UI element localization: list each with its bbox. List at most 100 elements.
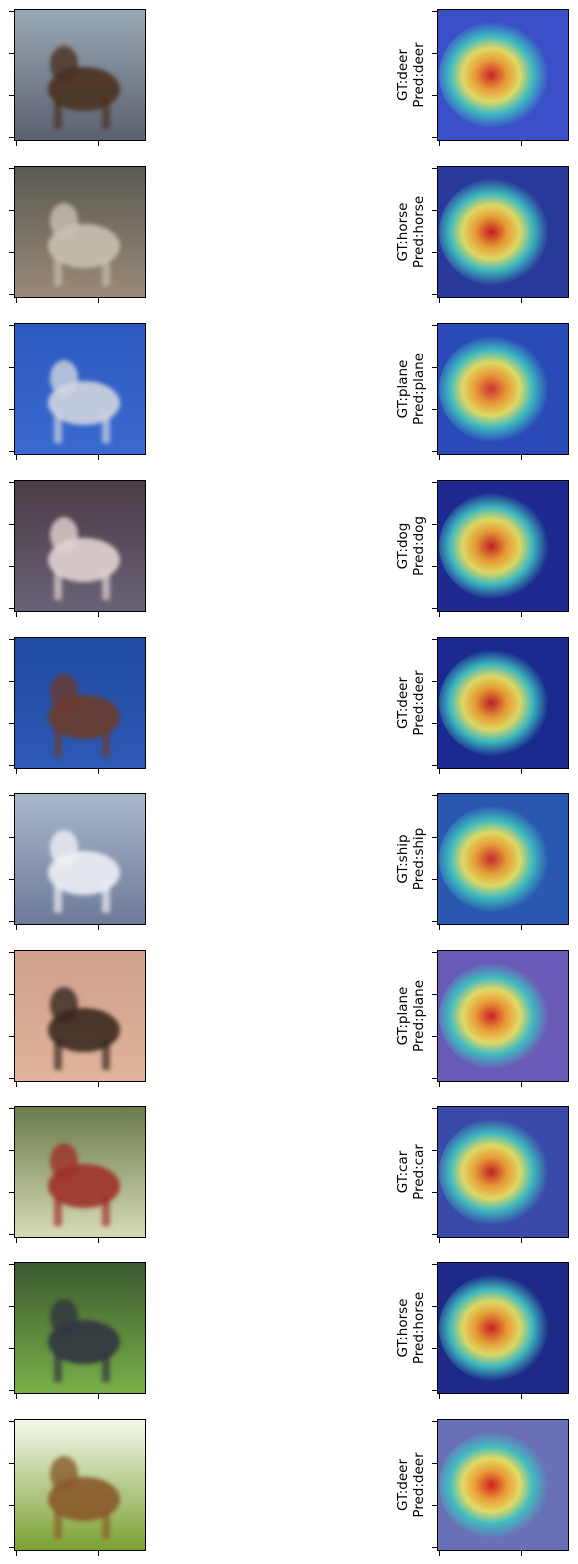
- y-tick: [9, 639, 14, 640]
- heatmap-image: [437, 323, 569, 455]
- ground-truth-label: GT:dog: [395, 522, 411, 570]
- y-tick: [432, 1108, 437, 1109]
- input-image-panel: [9, 1262, 146, 1399]
- y-tick: [432, 367, 437, 368]
- heatmap-panel: [432, 480, 569, 617]
- y-tick: [432, 1421, 437, 1422]
- axes-frame: [14, 950, 146, 1082]
- x-tick: [98, 1394, 99, 1399]
- y-tick: [9, 879, 14, 880]
- x-tick: [16, 1238, 17, 1243]
- predicted-label: Pred:plane: [411, 979, 427, 1053]
- y-tick: [9, 608, 14, 609]
- y-tick: [9, 294, 14, 295]
- figure-row: GT:deer Pred:deer: [0, 9, 578, 146]
- input-image: [14, 166, 146, 298]
- y-tick: [432, 1234, 437, 1235]
- y-tick: [432, 639, 437, 640]
- axes-frame: [14, 9, 146, 141]
- x-tick: [521, 925, 522, 930]
- x-tick: [16, 455, 17, 460]
- axes-frame: [14, 637, 146, 769]
- input-image-panel: [9, 950, 146, 1087]
- heatmap-image: [437, 1106, 569, 1238]
- predicted-label: Pred:deer: [411, 1452, 427, 1518]
- y-tick: [9, 524, 14, 525]
- heatmap-image: [437, 480, 569, 612]
- input-image-panel: [9, 1419, 146, 1556]
- x-tick: [439, 1082, 440, 1087]
- ground-truth-label: GT:deer: [395, 48, 411, 102]
- axes-frame: [14, 1262, 146, 1394]
- y-tick: [9, 1036, 14, 1037]
- ground-truth-label: GT:deer: [395, 1458, 411, 1512]
- predicted-label: Pred:plane: [411, 352, 427, 426]
- x-tick: [98, 1238, 99, 1243]
- x-tick: [16, 1082, 17, 1087]
- predicted-label: Pred:horse: [411, 195, 427, 269]
- y-tick: [432, 252, 437, 253]
- y-tick: [9, 1348, 14, 1349]
- y-tick: [9, 1505, 14, 1506]
- y-tick: [9, 1264, 14, 1265]
- predicted-label: Pred:dog: [411, 516, 427, 576]
- input-image: [14, 323, 146, 455]
- y-tick: [9, 325, 14, 326]
- x-tick: [521, 298, 522, 303]
- y-tick: [9, 1108, 14, 1109]
- x-tick: [98, 1082, 99, 1087]
- y-tick: [9, 11, 14, 12]
- axes-frame: [14, 1419, 146, 1551]
- axes-frame: [14, 1106, 146, 1238]
- y-tick: [432, 1390, 437, 1391]
- y-tick: [432, 1505, 437, 1506]
- y-tick: [9, 681, 14, 682]
- input-image-panel: [9, 480, 146, 617]
- prediction-label: GT:horse Pred:horse: [391, 1262, 431, 1394]
- figure-row: GT:deer Pred:deer: [0, 1419, 578, 1556]
- input-image-panel: [9, 323, 146, 460]
- y-tick: [432, 137, 437, 138]
- axes-frame: [437, 323, 569, 455]
- x-tick: [16, 1551, 17, 1556]
- prediction-label: GT:deer Pred:deer: [391, 1419, 431, 1551]
- y-tick: [432, 53, 437, 54]
- ground-truth-label: GT:horse: [395, 1298, 411, 1358]
- heatmap-image: [437, 793, 569, 925]
- axes-frame: [14, 323, 146, 455]
- y-tick: [9, 921, 14, 922]
- axes-frame: [437, 793, 569, 925]
- y-tick: [9, 765, 14, 766]
- y-tick: [432, 1192, 437, 1193]
- y-tick: [9, 210, 14, 211]
- y-tick: [9, 53, 14, 54]
- y-tick: [9, 367, 14, 368]
- heatmap-image: [437, 637, 569, 769]
- x-tick: [521, 141, 522, 146]
- input-image: [14, 480, 146, 612]
- x-tick: [439, 298, 440, 303]
- y-tick: [9, 168, 14, 169]
- heatmap-image: [437, 1419, 569, 1551]
- input-image-panel: [9, 1106, 146, 1243]
- input-image: [14, 793, 146, 925]
- y-tick: [432, 11, 437, 12]
- figure-row: GT:horse Pred:horse: [0, 1262, 578, 1399]
- y-tick: [9, 1234, 14, 1235]
- heatmap-image: [437, 166, 569, 298]
- heatmap-panel: [432, 793, 569, 930]
- prediction-label: GT:car Pred:car: [391, 1106, 431, 1238]
- x-tick: [98, 455, 99, 460]
- figure-row: GT:dog Pred:dog: [0, 480, 578, 617]
- input-image: [14, 1262, 146, 1394]
- x-tick: [98, 141, 99, 146]
- heatmap-image: [437, 9, 569, 141]
- y-tick: [432, 952, 437, 953]
- heatmap-panel: [432, 9, 569, 146]
- x-tick: [439, 455, 440, 460]
- prediction-label: GT:horse Pred:horse: [391, 166, 431, 298]
- y-tick: [432, 837, 437, 838]
- y-tick: [9, 95, 14, 96]
- input-image-panel: [9, 637, 146, 774]
- y-tick: [9, 482, 14, 483]
